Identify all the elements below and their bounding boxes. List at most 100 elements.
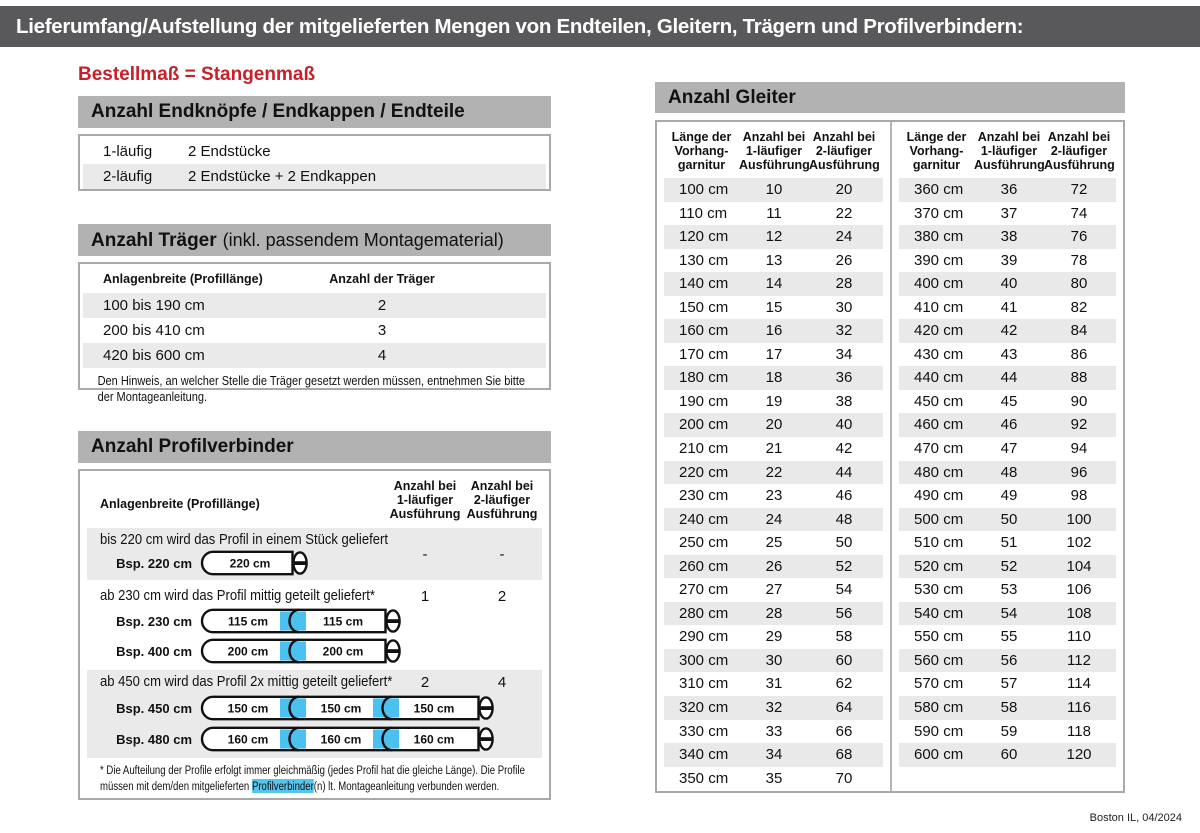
column-header-2laeufig: Anzahl bei 2-läufiger Ausführung <box>1044 130 1115 172</box>
segment-joint-arc <box>381 726 393 752</box>
count-cell: 46 <box>835 487 853 505</box>
count-cell: 42 <box>835 440 853 458</box>
traeger-table: Anlagenbreite (Profillänge) Anzahl der T… <box>78 262 551 404</box>
count-cell: 98 <box>1070 487 1088 505</box>
count-cell: 44 <box>1000 369 1018 387</box>
count-cell: 74 <box>1070 204 1088 222</box>
count-cell: 46 <box>1000 416 1018 434</box>
gleiter-row: 240 cm 24 48 <box>664 507 883 532</box>
section-header-traeger-label: Anzahl Träger <box>91 230 217 251</box>
count-cell: 11 <box>766 204 782 222</box>
segment-length-label: 115 cm <box>228 615 268 629</box>
table-row: 420 bis 600 cm 4 <box>83 343 546 368</box>
profile-bar <box>200 550 294 576</box>
length-cell: 380 cm <box>914 228 964 246</box>
count-cell: 120 <box>1066 746 1092 764</box>
profile-connector-icon <box>373 698 399 718</box>
length-cell: 120 cm <box>679 228 729 246</box>
count-cell: 38 <box>835 392 853 410</box>
count-cell: 94 <box>1070 440 1088 458</box>
gleiter-row: 410 cm 41 82 <box>899 296 1116 320</box>
column-header-1laeufig: Anzahl bei 1-läufiger Ausführung <box>389 479 461 521</box>
section-header-endteile: Anzahl Endknöpfe / Endkappen / Endteile <box>78 96 551 128</box>
gleiter-row: 300 cm 30 60 <box>664 648 883 673</box>
count-cell: 34 <box>835 345 853 363</box>
section-header-traeger-sub: (inkl. passendem Montagematerial) <box>222 230 504 250</box>
profile-diagram-3segments: 160 cm 160 cm 160 cm <box>200 726 494 752</box>
count-cell: 18 <box>765 369 783 387</box>
count-cell: 26 <box>835 251 853 269</box>
count-cell: 24 <box>765 510 783 528</box>
length-cell: 240 cm <box>679 510 729 528</box>
gleiter-row: 100 cm 10 20 <box>664 178 883 202</box>
length-cell: 350 cm <box>679 769 729 787</box>
count-2laeufig: 2 <box>497 588 507 605</box>
count-cell: 110 <box>1067 628 1091 646</box>
length-cell: 420 cm <box>914 322 964 340</box>
length-cell: 440 cm <box>914 369 964 387</box>
segment-joint-arc <box>288 608 300 634</box>
length-cell: 190 cm <box>679 392 729 410</box>
range-cell: 100 bis 190 cm <box>103 297 205 314</box>
length-cell: 460 cm <box>914 416 964 434</box>
range-cell: 200 bis 410 cm <box>103 322 205 339</box>
length-cell: 370 cm <box>914 204 964 222</box>
gleiter-row: 180 cm 18 36 <box>664 366 883 390</box>
gleiter-row: 220 cm 22 44 <box>664 460 883 485</box>
section-header-profilverbinder: Anzahl Profilverbinder <box>78 431 551 463</box>
table-row: 200 bis 410 cm 3 <box>83 318 546 343</box>
gleiter-row: 530 cm 53 106 <box>899 578 1116 602</box>
length-cell: 160 cm <box>679 322 729 340</box>
length-cell: 200 cm <box>679 416 729 434</box>
count-cell: 16 <box>765 322 783 340</box>
end-piece-bar <box>479 706 493 710</box>
gleiter-row: 430 cm 43 86 <box>899 343 1116 367</box>
count-cell: 84 <box>1070 322 1088 340</box>
length-cell: 410 cm <box>914 298 964 316</box>
count-cell: 106 <box>1066 581 1092 599</box>
count-2laeufig: 4 <box>497 674 507 691</box>
gleiter-row: 230 cm 23 46 <box>664 484 883 508</box>
count-cell: 13 <box>765 251 783 269</box>
gleiter-row: 540 cm 54 108 <box>899 601 1116 626</box>
count-cell: 30 <box>765 651 783 669</box>
count-cell: 28 <box>765 604 783 622</box>
gleiter-row: 330 cm 33 66 <box>664 720 883 744</box>
gleiter-row: 260 cm 26 52 <box>664 554 883 579</box>
profile-example: Bsp. 450 cm 150 cm 150 cm 150 cm <box>110 695 498 721</box>
length-cell: 530 cm <box>914 581 964 599</box>
profile-diagram-2segments: 200 cm 200 cm <box>200 638 401 664</box>
gleiter-row: 450 cm 45 90 <box>899 390 1116 414</box>
count-cell: 36 <box>835 369 853 387</box>
count-cell: 19 <box>765 392 783 410</box>
count-cell: 37 <box>1000 204 1018 222</box>
content-cell: 2 Endstücke + 2 Endkappen <box>188 168 377 185</box>
gleiter-row: 510 cm 51 102 <box>899 531 1116 555</box>
gleiter-row: 280 cm 28 56 <box>664 601 883 626</box>
segment-joint-arc <box>288 726 300 752</box>
table-header-row: Länge der Vorhang- garnitur Anzahl bei 1… <box>892 122 1123 178</box>
end-piece-bar <box>386 619 400 623</box>
length-cell: 300 cm <box>679 651 729 669</box>
section-header-gleiter-label: Anzahl Gleiter <box>668 87 796 108</box>
table-header-row: Anlagenbreite (Profillänge) Anzahl bei 1… <box>80 471 549 523</box>
column-header-1laeufig: Anzahl bei 1-läufiger Ausführung <box>974 130 1045 172</box>
count-cell: 54 <box>1000 604 1018 622</box>
gleiter-row: 400 cm 40 80 <box>899 272 1116 296</box>
length-cell: 280 cm <box>679 604 729 622</box>
table-header-row: Anlagenbreite (Profillänge) Anzahl der T… <box>83 264 546 293</box>
column-header-1laeufig: Anzahl bei 1-läufiger Ausführung <box>739 130 810 172</box>
table-row: 100 bis 190 cm 2 <box>83 293 546 318</box>
end-piece-bar <box>386 649 400 653</box>
profile-diagram-3segments: 150 cm 150 cm 150 cm <box>200 695 494 721</box>
section-header-endteile-label: Anzahl Endknöpfe / Endkappen / Endteile <box>91 101 465 122</box>
gleiter-row: 520 cm 52 104 <box>899 554 1116 579</box>
profile-bar <box>200 726 480 752</box>
segment-joint-arc <box>381 695 393 721</box>
count-cell: 47 <box>1000 440 1018 458</box>
gleiter-row: 480 cm 48 96 <box>899 460 1116 485</box>
count-cell: 108 <box>1066 604 1092 622</box>
count-cell: 17 <box>765 345 783 363</box>
group-description: ab 450 cm wird das Profil 2x mittig gete… <box>100 674 393 690</box>
subtitle-bestellmass: Bestellmaß = Stangenmaß <box>78 64 316 85</box>
